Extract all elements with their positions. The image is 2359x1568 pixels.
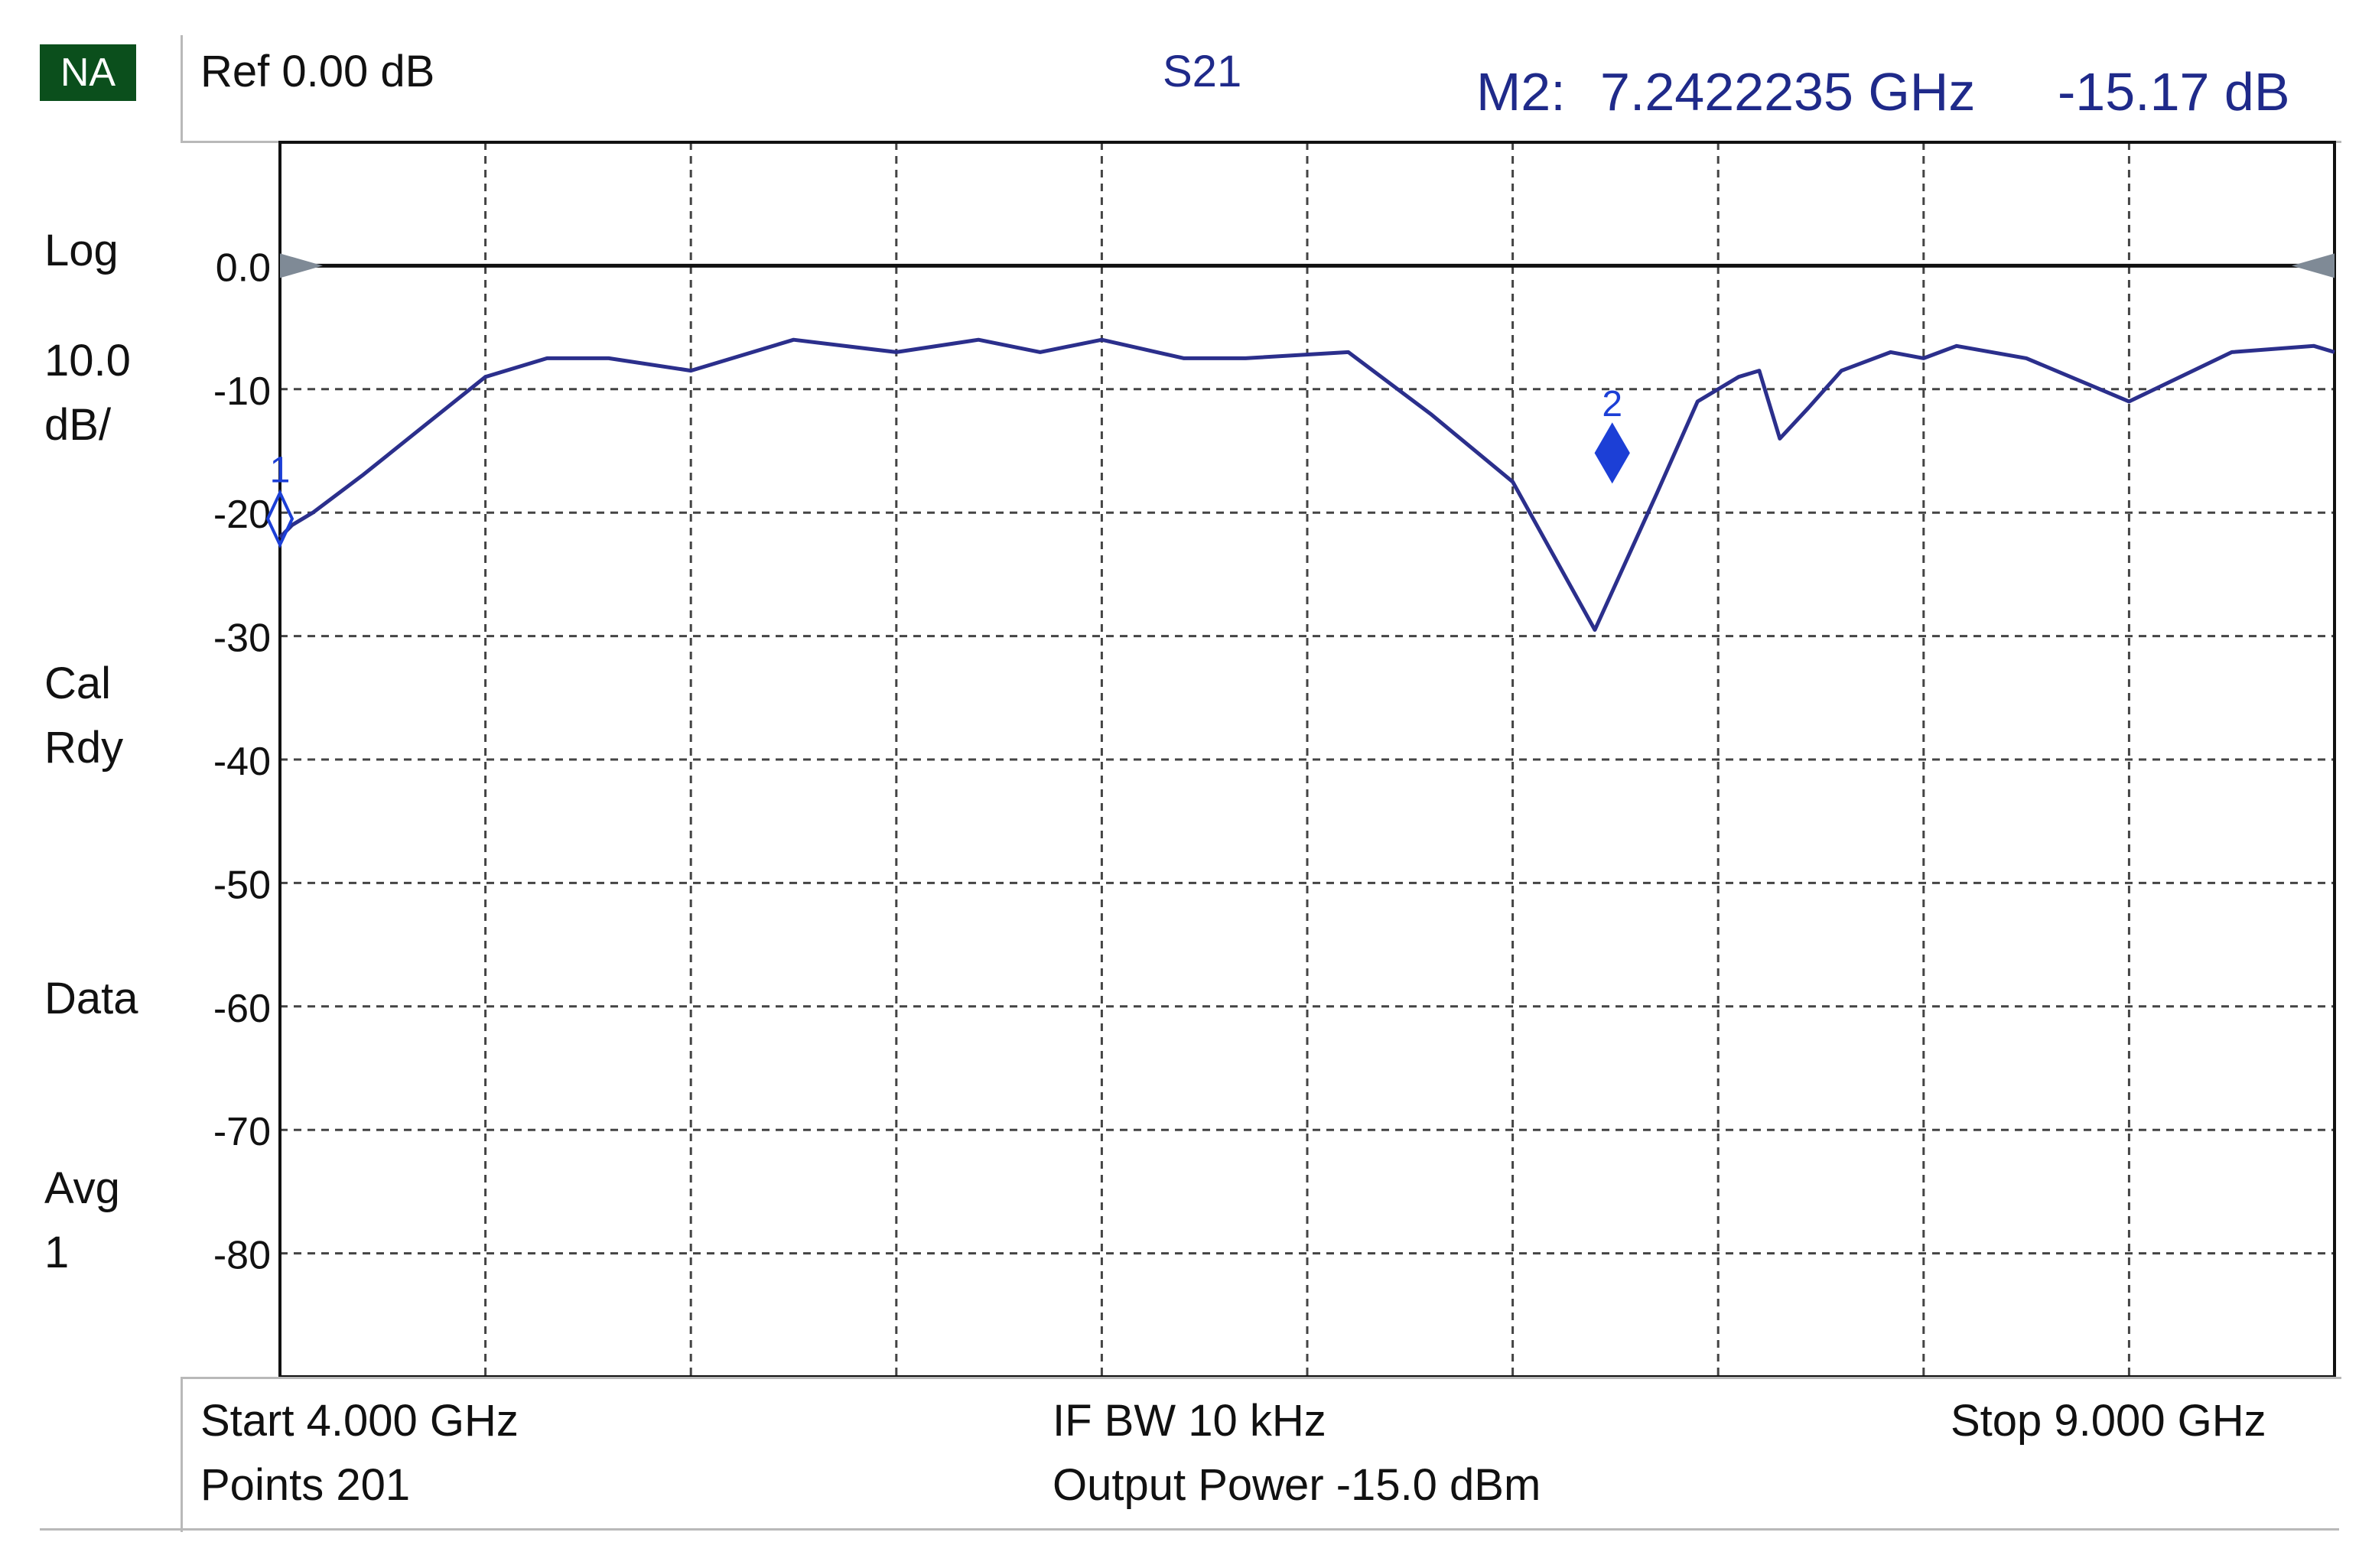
marker-readout-value: -15.17 dB (2058, 62, 2290, 122)
reference-arrow-right (2292, 253, 2335, 278)
points-count: Points 201 (200, 1460, 411, 1510)
y-tick-label: -80 (213, 1234, 271, 1278)
y-tick-label: -50 (213, 863, 271, 907)
data-label: Data (44, 974, 138, 1023)
cal-status-line1: Cal (44, 659, 112, 708)
mode-badge: NA (40, 44, 136, 101)
parameter-label: S21 (1163, 47, 1242, 96)
marker-diamond (1594, 422, 1630, 484)
y-tick-label: 0.0 (216, 246, 271, 290)
trace-s21 (278, 337, 2335, 632)
bottom-divider (40, 1528, 2339, 1531)
footer-frame (181, 1377, 2341, 1532)
cal-status-line2: Rdy (44, 723, 124, 773)
output-power: Output Power -15.0 dBm (1053, 1460, 1541, 1510)
reference-arrow-left (280, 253, 323, 278)
y-tick-label: -20 (213, 493, 271, 537)
stop-frequency: Stop 9.000 GHz (1951, 1396, 2266, 1446)
marker-readout-label: M2: (1476, 62, 1566, 122)
scale-unit: dB/ (44, 400, 112, 450)
ref-level-label: Ref 0.00 dB (200, 47, 435, 96)
marker-label: 1 (270, 450, 291, 490)
marker-label: 2 (1602, 384, 1622, 425)
marker-readout-frequency: 7.2422235 GHz (1600, 62, 1976, 122)
y-tick-label: -10 (213, 369, 271, 414)
y-tick-label: -60 (213, 987, 271, 1031)
y-tick-label: -70 (213, 1110, 271, 1154)
if-bandwidth: IF BW 10 kHz (1053, 1396, 1326, 1446)
marker-2: 2 (1594, 384, 1630, 484)
marker-1: 1 (265, 450, 294, 548)
y-tick-label: -30 (213, 616, 271, 661)
averaging-count: 1 (44, 1228, 70, 1277)
scale-value: 10.0 (44, 336, 131, 385)
marker-diamond (265, 489, 294, 548)
format-label: Log (44, 226, 119, 275)
averaging-label: Avg (44, 1163, 120, 1213)
start-frequency: Start 4.000 GHz (200, 1396, 519, 1446)
y-tick-label: -40 (213, 740, 271, 784)
